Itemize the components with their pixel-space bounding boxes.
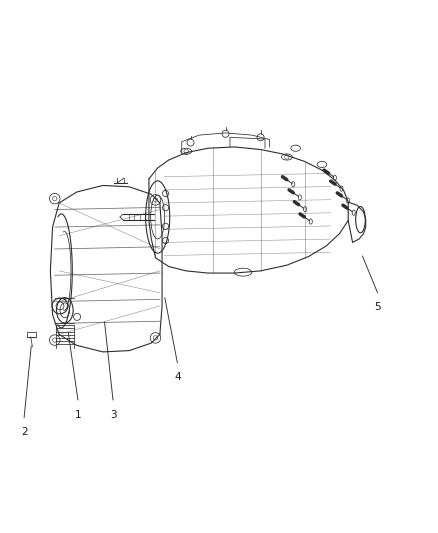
Text: 4: 4 — [174, 373, 181, 383]
Text: 5: 5 — [374, 302, 381, 312]
Text: 3: 3 — [110, 410, 117, 419]
Bar — [27, 332, 36, 337]
Text: 2: 2 — [21, 427, 28, 437]
Text: 1: 1 — [74, 410, 81, 419]
